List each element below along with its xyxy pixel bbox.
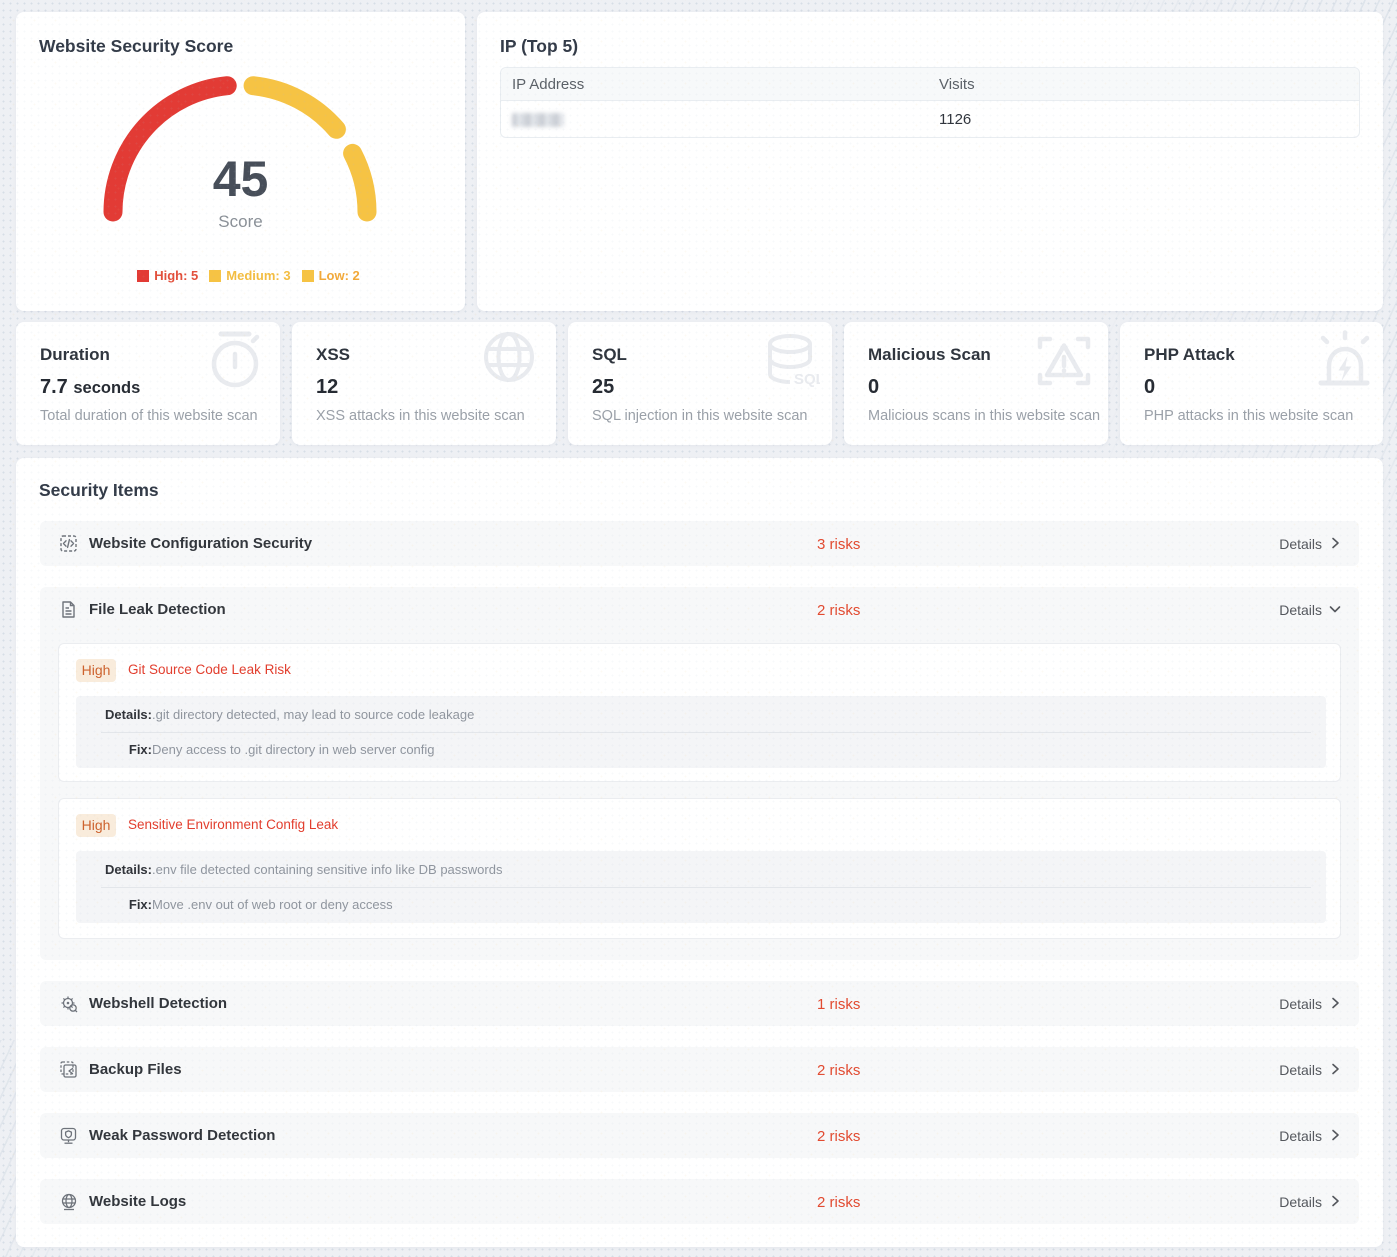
svg-text:SQL: SQL [794,371,820,388]
